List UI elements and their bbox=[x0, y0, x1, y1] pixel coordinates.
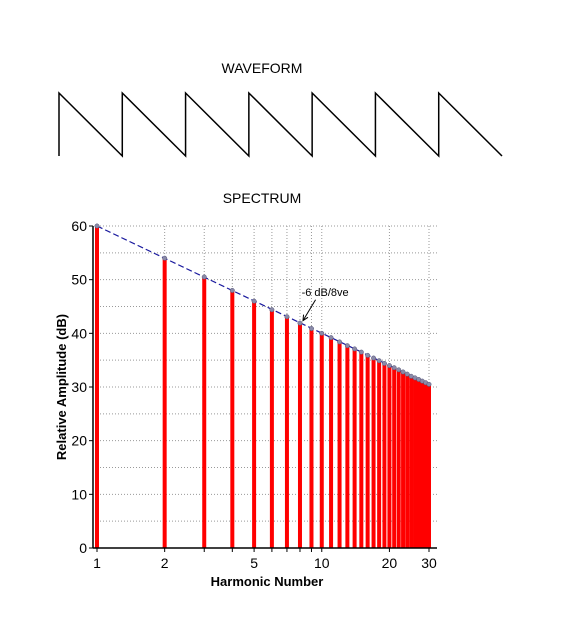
harmonic-bar bbox=[423, 382, 428, 548]
harmonic-point bbox=[400, 369, 406, 375]
y-tick-label: 30 bbox=[71, 379, 87, 395]
harmonic-point bbox=[94, 223, 100, 229]
harmonic-bar bbox=[416, 379, 421, 548]
annotation-arrow bbox=[302, 299, 317, 321]
harmonic-bar bbox=[309, 328, 314, 548]
spectrum-title: SPECTRUM bbox=[222, 190, 302, 206]
harmonic-point bbox=[337, 339, 343, 345]
harmonic-bar bbox=[162, 258, 167, 548]
x-tick-label: 2 bbox=[161, 555, 169, 571]
trend-line-group bbox=[94, 223, 432, 387]
harmonic-bar bbox=[401, 371, 406, 548]
harmonic-point bbox=[426, 381, 432, 387]
harmonic-point bbox=[358, 349, 364, 355]
harmonic-bar bbox=[95, 226, 99, 548]
harmonic-point bbox=[381, 360, 387, 366]
harmonic-bar bbox=[297, 323, 302, 548]
y-axis-label: Relative Amplitude (dB) bbox=[54, 314, 69, 460]
x-tick-label: 20 bbox=[382, 555, 398, 571]
harmonic-point bbox=[386, 363, 392, 368]
harmonic-bar bbox=[382, 363, 387, 548]
harmonic-bar bbox=[392, 367, 397, 548]
harmonic-bar bbox=[337, 341, 342, 548]
y-tick-label: 0 bbox=[79, 540, 87, 556]
harmonic-bar bbox=[396, 369, 401, 548]
x-tick-label: 10 bbox=[314, 555, 330, 571]
harmonic-point bbox=[309, 326, 314, 331]
chart-axes: 0 10 20 30 40 50 60 1 2 5 10 20 30 bbox=[71, 218, 437, 571]
y-tick-label: 50 bbox=[71, 272, 87, 288]
harmonic-bar bbox=[252, 301, 257, 548]
harmonic-bar bbox=[352, 348, 357, 548]
harmonic-bar bbox=[420, 381, 425, 548]
sawtooth-path bbox=[58, 91, 503, 158]
harmonic-point bbox=[269, 307, 275, 313]
harmonic-bar bbox=[230, 290, 235, 548]
harmonic-point bbox=[352, 346, 358, 352]
harmonic-bar bbox=[284, 316, 289, 548]
harmonic-bar bbox=[371, 358, 376, 548]
harmonic-point bbox=[201, 274, 207, 280]
harmonic-bar bbox=[202, 276, 207, 548]
harmonic-bar bbox=[377, 360, 382, 548]
harmonic-point bbox=[404, 371, 410, 377]
x-tick-label: 5 bbox=[250, 555, 258, 571]
spectrum-chart: 0 10 20 30 40 50 60 1 2 5 10 20 30 Harmonic Number R… bbox=[54, 218, 437, 589]
y-tick-label: 40 bbox=[71, 325, 87, 341]
harmonic-bar bbox=[413, 377, 418, 548]
harmonic-bar bbox=[405, 374, 410, 548]
harmonic-point bbox=[319, 330, 325, 336]
harmonic-bar bbox=[365, 355, 370, 548]
harmonic-point bbox=[297, 320, 303, 326]
harmonic-bar bbox=[329, 337, 334, 548]
y-tick-label: 20 bbox=[71, 433, 87, 449]
harmonic-bar bbox=[359, 352, 364, 548]
harmonic-point bbox=[251, 298, 257, 304]
slope-annotation: -6 dB/8ve bbox=[302, 287, 349, 299]
harmonic-bar bbox=[269, 309, 274, 548]
harmonic-point bbox=[162, 255, 168, 261]
x-axis-label: Harmonic Number bbox=[211, 574, 324, 589]
chart-labels: Harmonic Number Relative Amplitude (dB) … bbox=[54, 287, 349, 589]
harmonic-point bbox=[391, 365, 397, 371]
harmonic-point bbox=[396, 367, 402, 373]
harmonic-bar bbox=[387, 365, 392, 548]
harmonic-point bbox=[376, 358, 382, 364]
x-tick-label: 30 bbox=[421, 555, 437, 571]
harmonic-bar bbox=[345, 345, 350, 548]
annotation-arrowhead bbox=[302, 314, 309, 322]
waveform-title: WAVEFORM bbox=[221, 60, 303, 76]
y-tick-label: 60 bbox=[71, 218, 87, 234]
harmonic-point bbox=[284, 314, 290, 320]
harmonic-point bbox=[365, 352, 371, 358]
harmonic-bars bbox=[95, 226, 431, 548]
harmonic-point bbox=[328, 335, 334, 341]
sawtooth-waveform bbox=[58, 91, 503, 158]
harmonic-point bbox=[371, 355, 377, 361]
x-tick-label: 1 bbox=[93, 555, 101, 571]
harmonic-bar bbox=[319, 333, 324, 548]
harmonic-bar bbox=[409, 376, 414, 548]
y-tick-label: 10 bbox=[71, 486, 87, 502]
harmonic-point bbox=[344, 343, 350, 349]
harmonic-bar bbox=[427, 384, 431, 548]
harmonic-point bbox=[229, 287, 235, 293]
